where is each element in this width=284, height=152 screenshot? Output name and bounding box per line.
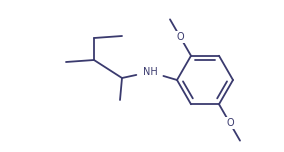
- Text: O: O: [226, 118, 234, 128]
- Text: O: O: [176, 32, 184, 42]
- Text: NH: NH: [143, 67, 157, 77]
